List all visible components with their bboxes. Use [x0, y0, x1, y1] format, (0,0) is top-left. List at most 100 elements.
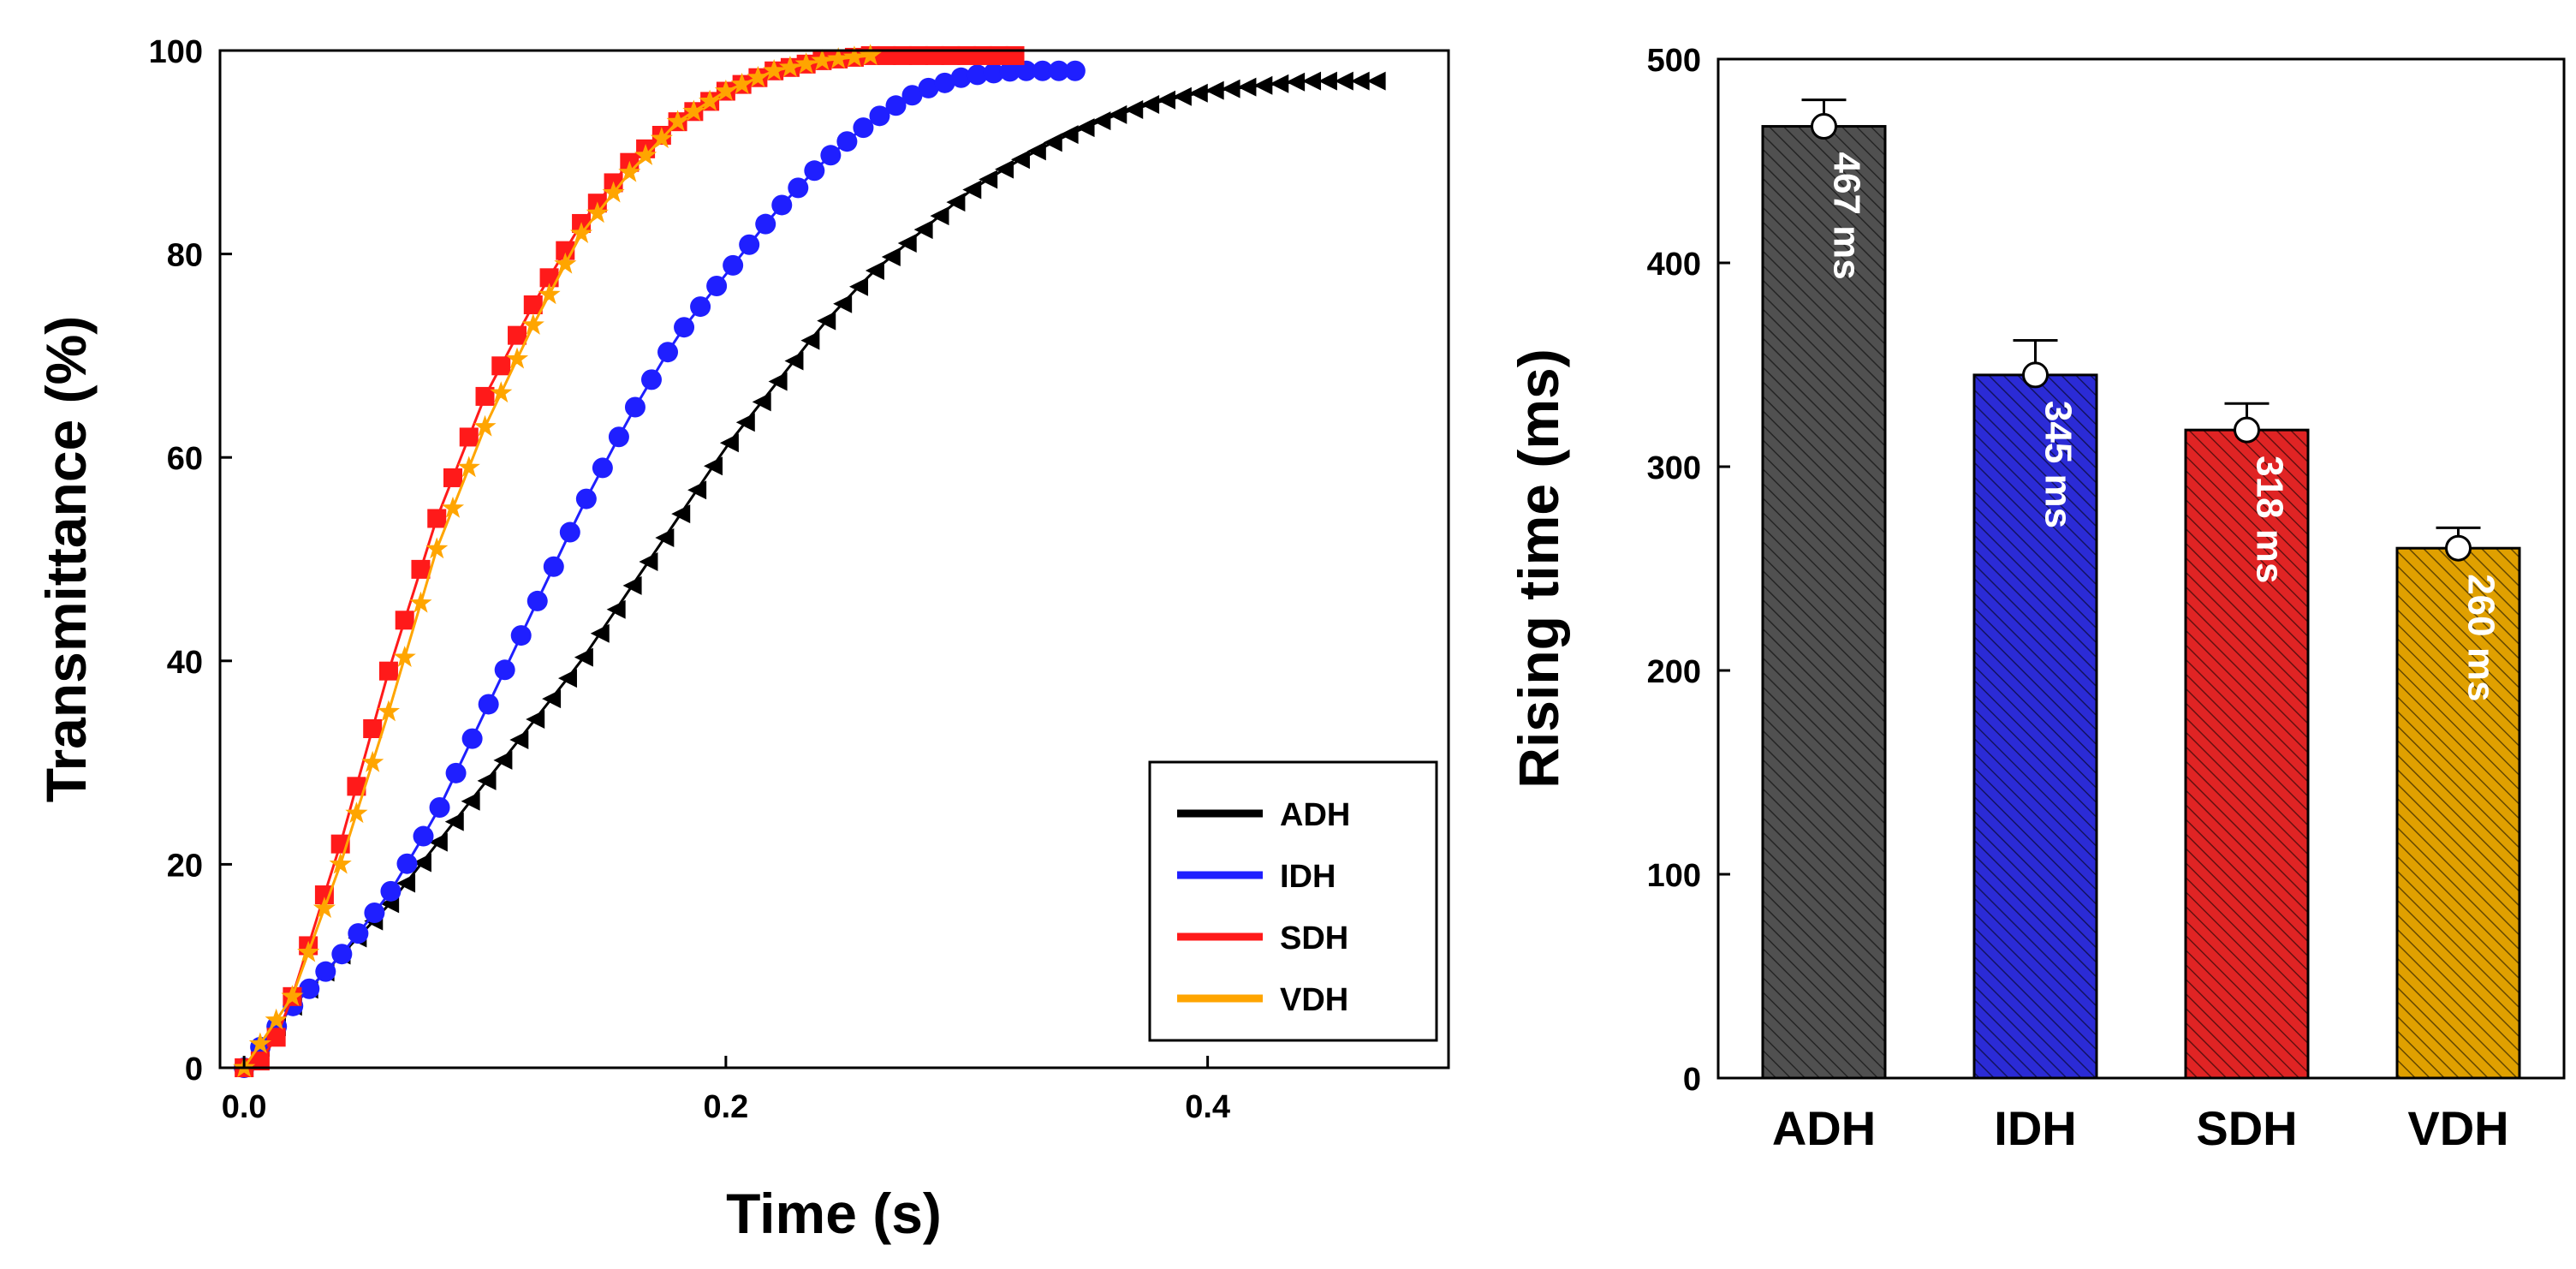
data-point — [445, 762, 467, 783]
data-point — [877, 45, 896, 65]
line-chart-y-axis-title: Transmittance (%) — [34, 316, 98, 802]
data-point — [706, 275, 728, 296]
mean-point — [2022, 361, 2049, 389]
data-point — [443, 468, 462, 487]
data-point — [1048, 60, 1069, 81]
bar-chart-y-axis-title: Rising time (ms) — [1507, 349, 1570, 788]
data-point — [869, 105, 890, 127]
data-point — [478, 694, 499, 715]
x-tick-label: 0.4 — [1185, 1089, 1230, 1125]
data-point — [1124, 99, 1144, 119]
data-point — [509, 730, 529, 749]
data-point — [491, 356, 511, 376]
data-point — [640, 369, 662, 390]
data-point — [1318, 71, 1337, 91]
data-point — [493, 750, 513, 770]
legend-items: ADH IDH SDH VDH — [1177, 797, 1350, 1018]
data-point — [444, 812, 464, 831]
data-point — [299, 978, 320, 999]
data-point — [508, 325, 527, 345]
data-point — [842, 45, 866, 68]
data-point — [557, 669, 577, 688]
bar-chart-bars: 467 ms 345 ms 318 ms 260 ms — [1761, 98, 2521, 1080]
data-point — [671, 504, 691, 524]
data-point — [396, 853, 418, 874]
data-point — [853, 117, 874, 139]
data-point — [441, 496, 465, 518]
series-line-sdh — [243, 54, 1015, 1069]
data-point — [1172, 86, 1192, 106]
bar-hatch — [1763, 126, 1885, 1078]
data-point — [950, 67, 972, 88]
data-point — [666, 110, 689, 132]
category-label: SDH — [2196, 1101, 2297, 1155]
data-point — [312, 897, 336, 919]
data-point — [477, 771, 497, 790]
category-label: VDH — [2407, 1101, 2508, 1155]
y-tick-label: 100 — [1647, 858, 1701, 894]
data-point — [1302, 71, 1322, 91]
data-point — [804, 160, 825, 182]
data-point — [983, 63, 1004, 84]
data-point — [329, 852, 352, 874]
legend-label: IDH — [1280, 859, 1336, 895]
data-point — [543, 556, 564, 577]
data-point — [687, 480, 707, 500]
data-point — [752, 392, 771, 412]
y-tick-label: 60 — [167, 441, 203, 477]
data-point — [897, 234, 917, 253]
y-tick-label: 500 — [1647, 43, 1701, 79]
data-point — [494, 659, 515, 681]
data-point — [999, 61, 1020, 82]
data-point — [345, 801, 368, 824]
y-tick-label: 0 — [185, 1052, 203, 1087]
data-point — [554, 252, 577, 274]
line-chart-series — [233, 44, 1386, 1078]
data-point — [542, 689, 562, 709]
y-tick-label: 20 — [167, 848, 203, 884]
data-point — [827, 47, 850, 69]
data-point — [380, 880, 402, 902]
data-point — [461, 791, 480, 811]
data-point — [836, 131, 858, 152]
x-tick-label: 0.2 — [703, 1089, 748, 1125]
data-point — [893, 45, 913, 65]
data-point — [771, 194, 793, 216]
data-point — [459, 427, 479, 447]
data-point — [409, 591, 432, 613]
data-point — [361, 750, 384, 772]
bar-data-label: 318 ms — [2249, 456, 2291, 583]
data-point — [1140, 94, 1160, 114]
series-sdh — [235, 45, 1025, 1077]
data-point — [973, 45, 993, 65]
category-label: ADH — [1772, 1101, 1876, 1155]
data-point — [1221, 79, 1240, 98]
bar-group-vdh: 260 ms — [2395, 526, 2521, 1080]
data-point — [690, 296, 711, 318]
data-point — [526, 710, 545, 730]
data-point — [523, 295, 543, 314]
data-point — [657, 342, 679, 363]
bar-chart: 467 ms 345 ms 318 ms 260 ms 0 100 200 300 400 50… — [1507, 43, 2566, 1155]
data-point — [378, 661, 398, 681]
data-point — [655, 528, 675, 548]
data-point — [490, 381, 513, 403]
data-point — [704, 456, 723, 476]
data-point — [457, 456, 480, 478]
data-point — [1064, 60, 1086, 81]
y-tick-label: 200 — [1647, 654, 1701, 690]
data-point — [859, 44, 882, 66]
data-point — [412, 853, 431, 873]
data-point — [979, 170, 998, 189]
data-point — [265, 1008, 288, 1030]
y-tick-label: 40 — [167, 645, 203, 681]
data-point — [946, 193, 966, 212]
data-point — [473, 414, 497, 437]
mean-point — [2234, 416, 2260, 444]
data-point — [413, 825, 434, 847]
data-point — [425, 537, 449, 559]
data-point — [699, 89, 722, 111]
series-vdh — [233, 44, 882, 1078]
data-point — [1350, 71, 1370, 91]
